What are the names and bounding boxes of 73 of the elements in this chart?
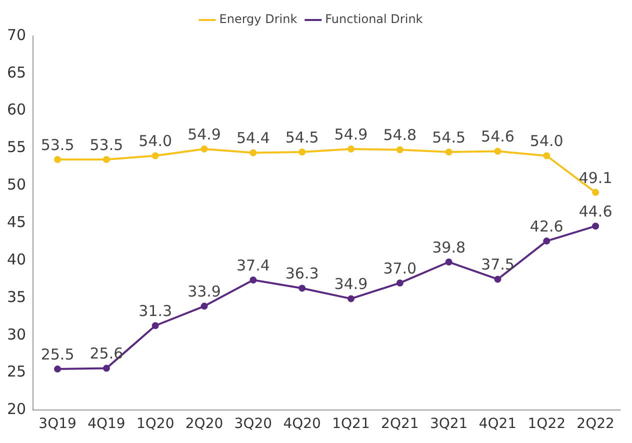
y-tick-label: 60 bbox=[6, 100, 26, 119]
point bbox=[200, 302, 208, 310]
data-label: 31.3 bbox=[138, 302, 172, 320]
data-label: 39.8 bbox=[432, 238, 466, 256]
data-label: 37.4 bbox=[236, 256, 270, 274]
point bbox=[445, 258, 452, 266]
point bbox=[200, 146, 208, 153]
x-tick-label: 4Q19 bbox=[88, 416, 126, 432]
point bbox=[102, 156, 110, 163]
x-tick-label: 1Q20 bbox=[136, 416, 174, 432]
data-label: 54.5 bbox=[285, 128, 319, 146]
x-tick-label: 3Q20 bbox=[234, 416, 272, 432]
point bbox=[348, 295, 354, 302]
point bbox=[298, 284, 306, 292]
x-tick-label: 2Q21 bbox=[381, 416, 419, 432]
data-label: 37.5 bbox=[481, 256, 514, 274]
point bbox=[54, 156, 62, 163]
y-tick-label: 35 bbox=[6, 288, 26, 306]
point bbox=[250, 149, 257, 156]
data-label: 37.0 bbox=[383, 259, 417, 278]
point bbox=[250, 276, 257, 284]
x-tick-label: 2Q22 bbox=[576, 416, 614, 432]
point bbox=[54, 366, 62, 373]
point bbox=[494, 148, 502, 155]
point bbox=[152, 322, 159, 330]
point bbox=[348, 146, 354, 153]
x-tick-label: 1Q21 bbox=[332, 416, 370, 432]
legend-label: Energy Drink bbox=[219, 12, 298, 26]
data-label: 54.0 bbox=[530, 132, 564, 150]
data-label: 49.1 bbox=[578, 168, 612, 187]
y-tick-label: 40 bbox=[6, 250, 26, 268]
x-tick-label: 4Q20 bbox=[283, 416, 321, 432]
data-label: 53.5 bbox=[40, 136, 74, 154]
point bbox=[592, 222, 600, 230]
point bbox=[494, 276, 502, 283]
point bbox=[445, 148, 452, 156]
data-label: 54.0 bbox=[138, 132, 172, 150]
y-tick-label: 55 bbox=[6, 138, 26, 156]
y-tick-label: 45 bbox=[6, 212, 26, 231]
data-label: 33.9 bbox=[188, 282, 221, 301]
x-tick-label: 4Q21 bbox=[478, 416, 517, 432]
x-tick-label: 1Q22 bbox=[528, 416, 566, 432]
data-label: 44.6 bbox=[578, 202, 612, 220]
y-tick-label: 70 bbox=[6, 26, 26, 44]
data-label: 54.8 bbox=[383, 126, 417, 144]
y-tick-label: 20 bbox=[6, 400, 26, 418]
data-label: 54.4 bbox=[236, 129, 270, 148]
legend-label: Functional Drink bbox=[325, 12, 423, 26]
point bbox=[152, 152, 159, 160]
point bbox=[592, 188, 600, 196]
y-tick-label: 65 bbox=[6, 63, 26, 82]
point bbox=[543, 152, 550, 160]
point bbox=[298, 148, 306, 156]
x-tick-label: 3Q21 bbox=[430, 416, 468, 432]
point bbox=[102, 364, 110, 372]
point bbox=[396, 146, 404, 154]
y-tick-label: 50 bbox=[6, 176, 26, 194]
data-label: 54.9 bbox=[334, 125, 368, 144]
data-label: 25.5 bbox=[40, 345, 74, 364]
x-tick-label: 2Q20 bbox=[185, 416, 224, 432]
data-label: 54.5 bbox=[432, 128, 466, 146]
y-tick-label: 30 bbox=[6, 325, 26, 344]
point bbox=[543, 238, 550, 245]
data-label: 34.9 bbox=[334, 275, 368, 294]
data-label: 36.3 bbox=[285, 264, 319, 283]
y-tick-label: 25 bbox=[6, 362, 26, 381]
x-tick-label: 3Q19 bbox=[38, 416, 76, 432]
data-label: 25.6 bbox=[90, 344, 124, 363]
data-label: 54.9 bbox=[188, 125, 221, 144]
point bbox=[396, 279, 404, 286]
data-label: 53.5 bbox=[90, 136, 124, 154]
data-label: 42.6 bbox=[530, 217, 564, 236]
data-label: 54.6 bbox=[481, 128, 514, 146]
